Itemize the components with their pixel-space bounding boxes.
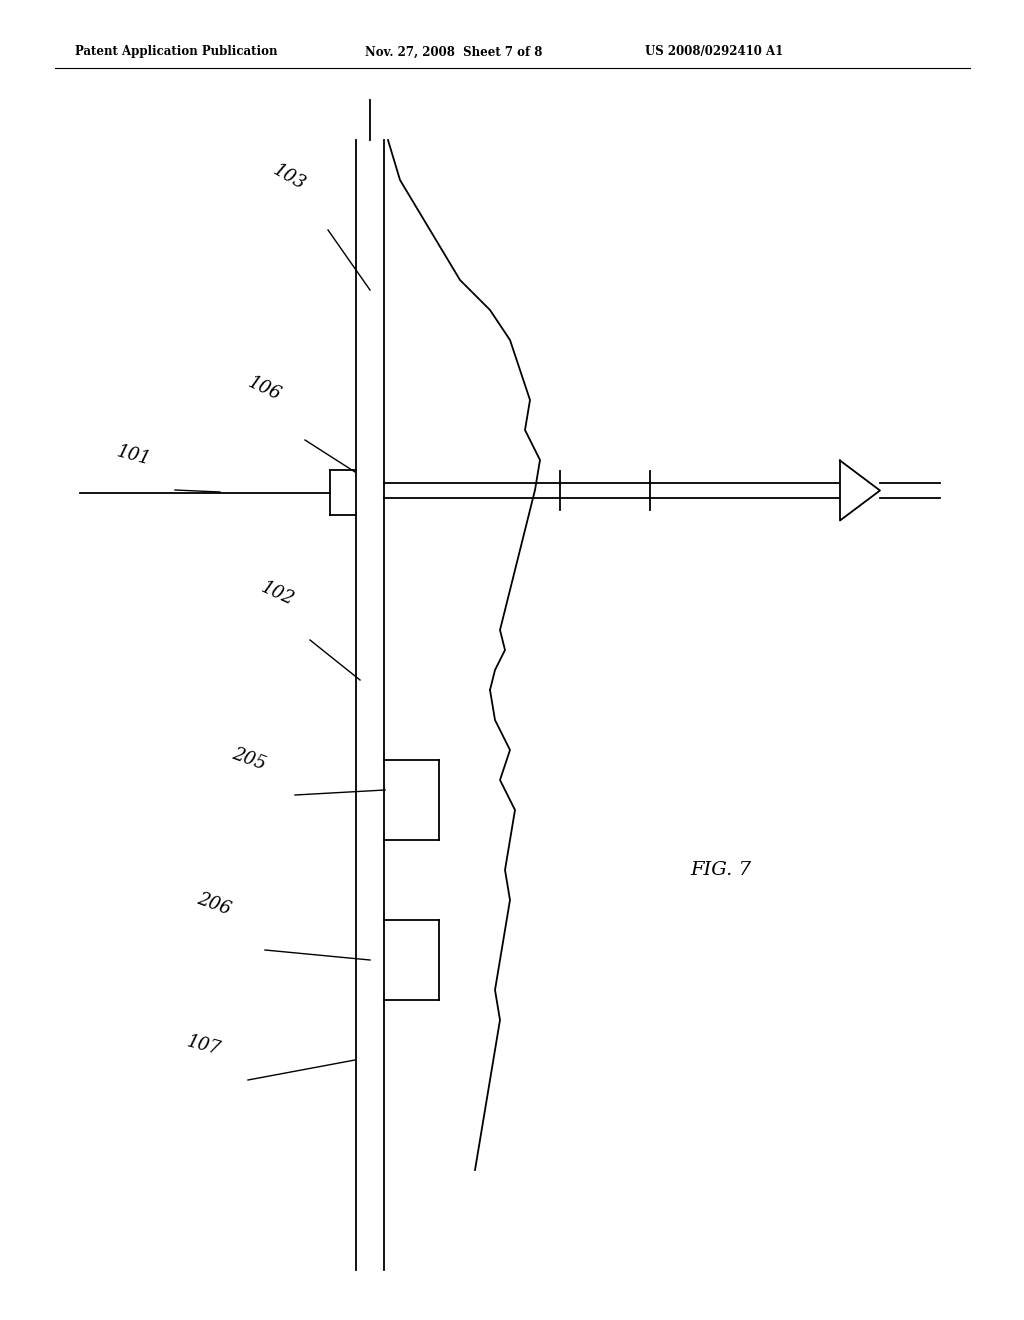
- Text: Patent Application Publication: Patent Application Publication: [75, 45, 278, 58]
- Text: 107: 107: [185, 1032, 223, 1059]
- Text: 101: 101: [115, 442, 153, 469]
- Text: 103: 103: [270, 161, 309, 194]
- Text: 106: 106: [245, 374, 284, 404]
- Text: 205: 205: [230, 746, 268, 774]
- Text: 206: 206: [195, 890, 233, 919]
- Polygon shape: [840, 461, 880, 520]
- Text: US 2008/0292410 A1: US 2008/0292410 A1: [645, 45, 783, 58]
- Text: Nov. 27, 2008  Sheet 7 of 8: Nov. 27, 2008 Sheet 7 of 8: [365, 45, 543, 58]
- Text: 102: 102: [258, 578, 297, 609]
- Text: FIG. 7: FIG. 7: [690, 861, 751, 879]
